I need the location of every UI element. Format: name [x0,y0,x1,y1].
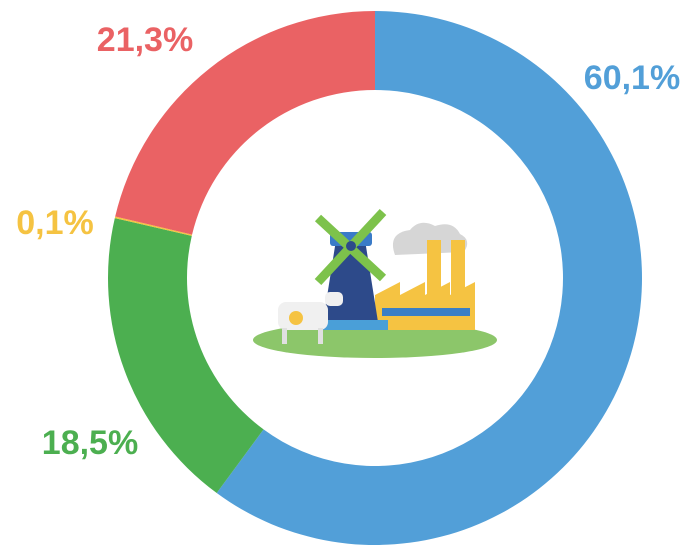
data-label: 18,5% [42,424,138,462]
data-label: 60,1% [584,59,680,97]
data-label: 21,3% [97,21,193,59]
chart: 60,1% 18,5% 0,1% 21,3% [0,0,690,547]
center-illustration [253,212,497,358]
data-label: 0,1% [16,204,94,242]
